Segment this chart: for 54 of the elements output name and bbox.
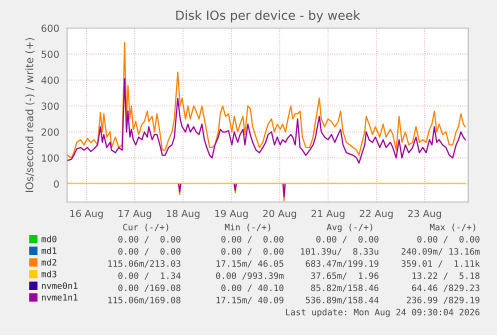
y-tick-label: 600 xyxy=(42,24,59,32)
y-tick-label: 300 xyxy=(42,102,59,110)
x-tick-label: 16 Aug xyxy=(70,210,103,220)
text: 64.46 /829.23 xyxy=(412,284,480,292)
x-tick-label: 22 Aug xyxy=(360,210,393,220)
legend-label: md3 xyxy=(42,270,56,278)
text: Avg (-/+) xyxy=(326,224,372,232)
text: 0.00 / 0.00 xyxy=(417,236,480,244)
text: 101.39u/ 8.33u xyxy=(301,248,378,256)
text: Max (-/+) xyxy=(430,224,476,232)
line-series xyxy=(67,78,466,164)
legend-label: md2 xyxy=(42,258,56,266)
text: 0.00 /993.39m xyxy=(216,272,284,280)
text: 115.06m/169.08 xyxy=(108,296,180,304)
legend-label: nvme0n1 xyxy=(42,282,78,289)
text: 0.00 / 0.00 xyxy=(118,236,180,244)
text: 0.00 / 0.00 xyxy=(316,236,378,244)
line-series xyxy=(67,42,466,159)
text: 683.47m/199.19 xyxy=(306,260,378,268)
chart-title: Disk IOs per device - by week xyxy=(176,10,360,22)
x-tick-label: 20 Aug xyxy=(263,210,296,220)
text: 85.82m/158.46 xyxy=(311,284,378,292)
text: 536.89m/158.44 xyxy=(306,296,379,304)
legend-label: md1 xyxy=(42,247,56,254)
text: 236.99 /829.19 xyxy=(406,296,480,304)
y-tick-label: 200 xyxy=(42,128,59,136)
x-tick-label: 19 Aug xyxy=(215,210,248,220)
text: 240.09m/ 13.16m xyxy=(402,248,480,256)
legend-label: md0 xyxy=(42,236,56,242)
x-tick-label: 23 Aug xyxy=(408,210,442,220)
text: Cur (-/+) xyxy=(123,224,168,232)
x-tick-label: 18 Aug xyxy=(166,210,200,220)
text: 0.00 / 40.10 xyxy=(221,284,284,292)
text: 0.00 /169.08 xyxy=(118,284,180,292)
text: Last update: Mon Aug 24 09:30:04 2026 xyxy=(286,308,480,318)
y-axis-title: IOs/second read (-) / write (+) xyxy=(25,38,35,192)
x-tick-label: 21 Aug xyxy=(312,210,344,220)
text: 37.65m/ 1.96 xyxy=(311,272,378,280)
text: 17.15m/ 46.05 xyxy=(216,260,284,268)
y-tick-label: 400 xyxy=(41,76,59,84)
y-tick-label: 0 xyxy=(54,180,59,188)
text: Min (-/+) xyxy=(224,224,270,232)
y-tick-label: 500 xyxy=(42,50,59,58)
text: 0.00 / 0.00 xyxy=(221,248,284,256)
text: 359.01 / 1.11k xyxy=(402,260,480,268)
text: 0.00 / 0.00 xyxy=(221,236,284,244)
text: 0.00 / 0.00 xyxy=(118,248,180,256)
x-tick-label: 17 Aug xyxy=(118,210,152,220)
legend-label: nvme1n1 xyxy=(42,294,78,301)
text: 17.15m/ 40.09 xyxy=(216,296,284,304)
text: 0.00 / 1.34 xyxy=(118,272,181,280)
text: 13.22 / 5.18 xyxy=(412,272,480,280)
text: 115.06m/213.03 xyxy=(108,260,180,268)
y-tick-label: 100 xyxy=(42,154,59,162)
